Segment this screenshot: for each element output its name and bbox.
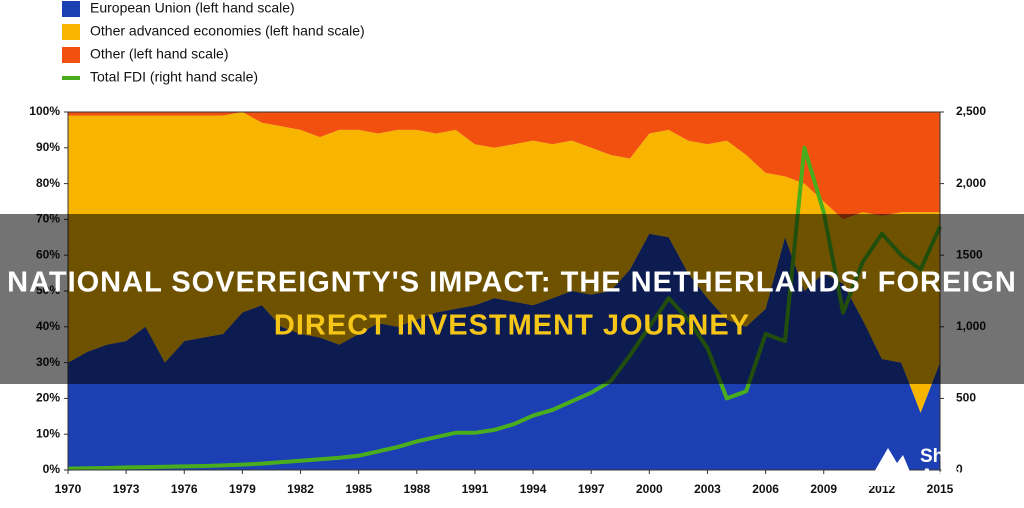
x-tick-label: 1979 — [229, 482, 256, 496]
x-tick-label: 1970 — [55, 482, 82, 496]
legend-label: Other (left hand scale) — [90, 46, 229, 62]
legend-swatch — [62, 24, 80, 40]
legend-label: Other advanced economies (left hand scal… — [90, 23, 365, 39]
x-tick-label: 2009 — [810, 482, 837, 496]
x-tick-label: 1988 — [403, 482, 430, 496]
x-tick-label: 1997 — [578, 482, 605, 496]
x-tick-label: 2006 — [752, 482, 779, 496]
legend-swatch — [62, 47, 80, 63]
legend-swatch — [62, 1, 80, 17]
y-tick-label: 80% — [36, 176, 60, 190]
y-tick-label: 100% — [29, 104, 60, 118]
logo-word: Shun — [920, 446, 968, 467]
y2-tick-label: 2,000 — [956, 176, 986, 190]
banner-subtitle: DIRECT INVESTMENT JOURNEY — [274, 310, 750, 342]
y2-tick-label: 2,500 — [956, 104, 986, 118]
banner-background — [0, 214, 1024, 384]
banner-title: NATIONAL SOVEREIGNTY'S IMPACT: THE NETHE… — [7, 267, 1017, 299]
logo-word: Advice — [920, 466, 982, 487]
area — [68, 112, 940, 220]
y2-tick-label: 500 — [956, 391, 976, 405]
y2-tick-label: 0 — [956, 462, 963, 476]
legend-label: European Union (left hand scale) — [90, 0, 295, 16]
x-tick-label: 1976 — [171, 482, 198, 496]
x-tick-label: 1994 — [520, 482, 547, 496]
x-tick-label: 1982 — [287, 482, 314, 496]
x-tick-label: 1985 — [345, 482, 372, 496]
y-tick-label: 20% — [36, 391, 60, 405]
logo-icon — [866, 448, 916, 486]
y-tick-label: 10% — [36, 426, 60, 440]
x-tick-label: 1973 — [113, 482, 140, 496]
y-tick-label: 90% — [36, 140, 60, 154]
x-tick-label: 2015 — [927, 482, 954, 496]
overlay: NATIONAL SOVEREIGNTY'S IMPACT: THE NETHE… — [0, 214, 1024, 487]
legend-label: Total FDI (right hand scale) — [90, 69, 258, 85]
y-tick-label: 0% — [43, 462, 61, 476]
x-tick-label: 1991 — [462, 482, 489, 496]
x-tick-label: 2003 — [694, 482, 721, 496]
x-tick-label: 2000 — [636, 482, 663, 496]
